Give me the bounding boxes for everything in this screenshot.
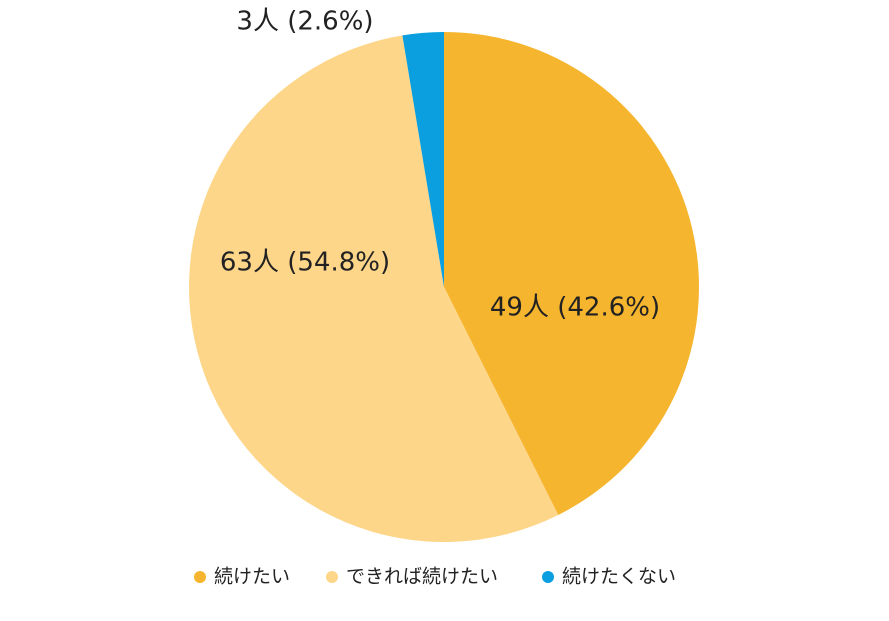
legend-label: できれば続けたい [346, 566, 498, 588]
legend-marker [542, 571, 554, 583]
pie-slice [444, 32, 700, 515]
legend-marker [326, 571, 338, 583]
value-label: 3人 (2.6%) [236, 7, 373, 37]
pie-slice [189, 35, 559, 542]
legend-label: 続けたくない [562, 566, 676, 588]
value-label: 49人 (42.6%) [490, 293, 660, 323]
value-label: 63人 (54.8%) [220, 248, 390, 278]
legend-marker [194, 571, 206, 583]
pie-slice [402, 32, 444, 287]
legend-label: 続けたい [214, 566, 290, 588]
